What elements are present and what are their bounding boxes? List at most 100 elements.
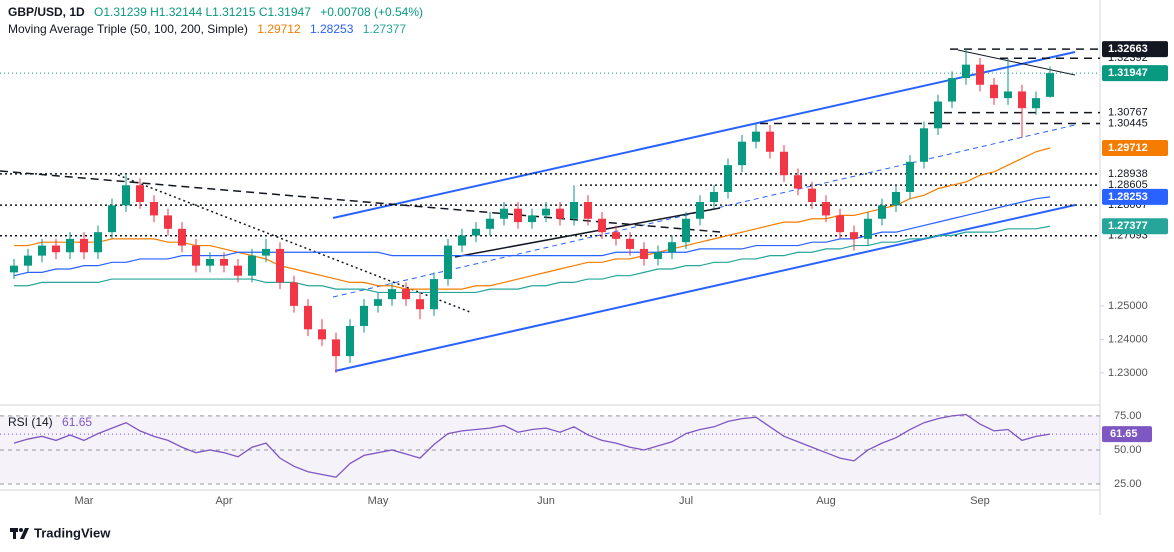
rsi-line — [13, 413, 1051, 478]
ma-value: 1.27377 — [362, 22, 407, 36]
ma-value: 1.29712 — [257, 22, 301, 36]
logo-part — [20, 528, 29, 539]
candle-body — [584, 202, 592, 219]
y-tick-label: 25.00 — [1114, 478, 1142, 490]
candle-body — [668, 242, 676, 253]
trend-line — [454, 207, 721, 258]
symbol: GBP/USD, 1D — [8, 5, 85, 19]
candle-body — [304, 305, 312, 330]
candle-body — [248, 255, 256, 276]
candle-body — [1046, 73, 1054, 97]
candle-body — [444, 245, 452, 280]
candle-body — [108, 205, 116, 233]
x-tick-label: Aug — [816, 495, 836, 507]
price-label: 1.27377 — [1108, 220, 1148, 232]
candle-body — [724, 165, 732, 192]
candle-body — [612, 232, 620, 239]
y-tick-label: 1.23000 — [1108, 367, 1148, 379]
candle-body — [780, 151, 788, 176]
candle-body — [332, 339, 340, 357]
price-label: 1.32392 — [1108, 52, 1148, 64]
candle-body — [976, 64, 984, 85]
indicator-line: Moving Average Triple (50, 100, 200, Sim… — [8, 22, 412, 36]
candle-body — [920, 128, 928, 162]
price-label-box — [1102, 140, 1168, 157]
candle-body — [808, 188, 816, 203]
candle-body — [220, 258, 228, 266]
candle-body — [766, 131, 774, 152]
candle-body — [696, 202, 704, 219]
rsi-header: RSI (14) 61.65 — [8, 415, 98, 429]
logo-part — [19, 528, 23, 532]
price-label: 1.28938 — [1108, 168, 1148, 180]
moving-average — [14, 147, 1051, 290]
rsi-label-box — [1102, 426, 1152, 443]
x-tick-label: Apr — [215, 495, 232, 507]
y-tick-label: 50.00 — [1114, 444, 1142, 456]
candle-body — [360, 305, 368, 326]
candle-body — [906, 161, 914, 192]
x-tick-label: May — [368, 495, 389, 507]
candle-body — [962, 64, 970, 79]
candle-body — [990, 84, 998, 99]
price-label-box — [1102, 41, 1168, 58]
candle-body — [416, 299, 424, 310]
candle-body — [822, 202, 830, 216]
x-tick-label: Jun — [537, 495, 555, 507]
price-label: 1.28605 — [1108, 179, 1148, 191]
candle-body — [948, 78, 956, 102]
candle-body — [10, 265, 18, 273]
candle-body — [836, 215, 844, 233]
plot — [0, 0, 1101, 515]
channel-lower — [334, 204, 1076, 372]
candle-body — [318, 329, 326, 340]
rsi-value: 61.65 — [62, 415, 93, 429]
brand-logo — [10, 528, 29, 539]
candle-body — [150, 202, 158, 216]
candle-body — [402, 289, 410, 300]
ohlc: O1.31239 H1.32144 L1.31215 C1.31947 — [94, 5, 311, 19]
candle-body — [80, 238, 88, 253]
price-label: 1.31947 — [1108, 67, 1148, 79]
candle-body — [66, 238, 74, 253]
candle-body — [892, 191, 900, 206]
price-label-box — [1102, 188, 1168, 205]
rsi-label: RSI (14) — [8, 415, 53, 429]
rsi-band — [0, 415, 1100, 485]
moving-average — [14, 225, 1051, 294]
candle-body — [458, 235, 466, 246]
candle-body — [864, 218, 872, 239]
candle-body — [122, 185, 130, 206]
x-tick-label: Mar — [75, 495, 94, 507]
candle-body — [290, 282, 298, 306]
candle-body — [738, 141, 746, 166]
candle-body — [472, 228, 480, 236]
ma-value: 1.28253 — [310, 22, 354, 36]
brand: TradingView — [34, 525, 111, 540]
candle-body — [192, 245, 200, 266]
x-tick-label: Jul — [679, 495, 693, 507]
candle-body — [710, 191, 718, 203]
change: +0.00708 (+0.54%) — [320, 5, 423, 19]
candle-body — [1004, 91, 1012, 99]
candle-body — [794, 175, 802, 189]
candle-body — [486, 218, 494, 229]
candle-body — [374, 299, 382, 306]
candle-body — [850, 232, 858, 239]
candle-body — [1032, 98, 1040, 109]
candle-body — [430, 279, 438, 310]
price-label: 1.30445 — [1108, 117, 1148, 129]
price-label: 1.29712 — [1108, 142, 1148, 154]
candle-body — [528, 215, 536, 223]
price-label: 1.32663 — [1108, 43, 1148, 55]
candle-body — [934, 101, 942, 129]
candle-body — [234, 265, 242, 276]
rsi-last-label: 61.65 — [1110, 428, 1138, 440]
candle-body — [654, 252, 662, 259]
candle-body — [178, 228, 186, 246]
candle-body — [38, 245, 46, 256]
candle-body — [878, 205, 886, 219]
candle-body — [556, 208, 564, 219]
candle-body — [570, 202, 578, 219]
